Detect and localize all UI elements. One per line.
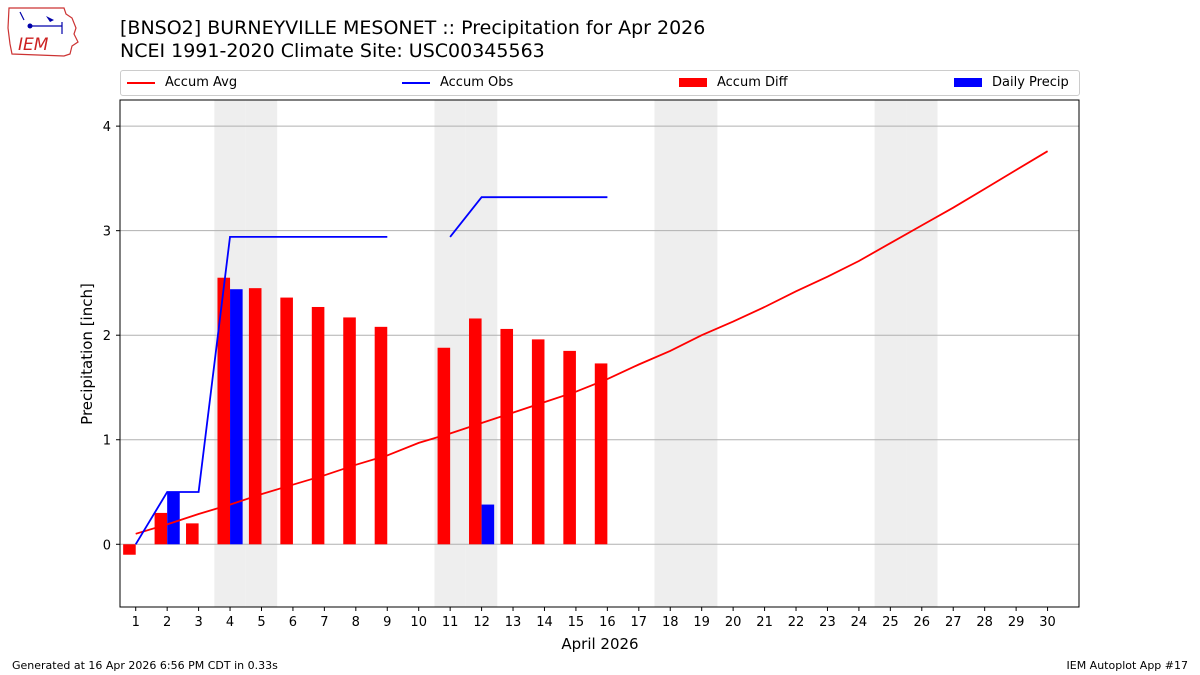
accum-obs-line-segment-1 — [449, 196, 608, 238]
legend-accum-avg-label: Accum Avg — [165, 75, 238, 90]
chart-title: [BNSO2] BURNEYVILLE MESONET :: Precipita… — [120, 17, 706, 39]
accum-diff-bar-3 — [186, 523, 199, 545]
accum-diff-bar-4 — [217, 277, 231, 545]
x-tick-label-27: 27 — [945, 615, 962, 630]
daily-precip-bar-12 — [481, 504, 495, 545]
daily-precip-bar-4 — [230, 289, 243, 545]
accum-diff-bar-1 — [123, 544, 136, 555]
x-tick-label-23: 23 — [819, 615, 836, 630]
accum-diff-bar-7 — [311, 306, 325, 545]
x-tick-label-29: 29 — [1008, 615, 1025, 630]
x-axis-label: April 2026 — [561, 635, 638, 653]
accum-diff-bar-15 — [563, 350, 576, 545]
legend-accum-diff-swatch — [679, 78, 707, 87]
footer-generated: Generated at 16 Apr 2026 6:56 PM CDT in … — [12, 659, 278, 672]
legend: Accum Avg Accum Obs Accum Diff Daily Pre… — [120, 70, 1080, 96]
x-tick-label-9: 9 — [383, 615, 391, 630]
logo-text: IEM — [18, 35, 49, 55]
weekend-band-19 — [685, 100, 718, 607]
x-tick-label-13: 13 — [505, 615, 522, 630]
chart-subtitle: NCEI 1991-2020 Climate Site: USC00345563 — [120, 40, 545, 62]
x-tick-label-16: 16 — [599, 615, 616, 630]
accum-avg-line-segment-0 — [135, 150, 1049, 535]
accum-diff-bar-12 — [469, 318, 482, 545]
y-tick-label-3: 3 — [103, 225, 111, 240]
x-tick-label-18: 18 — [662, 615, 679, 630]
accum-diff-bar-11 — [437, 347, 451, 545]
legend-accum-obs-swatch — [402, 81, 430, 84]
x-tick-label-22: 22 — [788, 615, 805, 630]
legend-accum-obs: Accum Obs — [402, 75, 513, 90]
x-tick-label-24: 24 — [851, 615, 868, 630]
x-tick-label-10: 10 — [410, 615, 427, 630]
y-tick-label-2: 2 — [103, 329, 111, 344]
accum-diff-bar-9 — [374, 326, 388, 545]
y-tick-label-4: 4 — [103, 120, 111, 135]
legend-daily-precip: Daily Precip — [954, 75, 1069, 90]
legend-accum-avg: Accum Avg — [127, 75, 237, 90]
x-tick-label-20: 20 — [725, 615, 742, 630]
x-tick-label-8: 8 — [352, 615, 360, 630]
lines — [134, 150, 1049, 545]
bars — [123, 277, 608, 555]
legend-daily-precip-swatch — [954, 78, 982, 87]
x-axis: 1 2 3 4 5 6 7 8 9 10 11 12 13 14 15 16 17 18 19 20 21 22 23 24 2… — [132, 607, 1056, 630]
accum-obs-line-segment-0 — [134, 235, 388, 545]
x-tick-label-26: 26 — [914, 615, 931, 630]
x-tick-label-11: 11 — [442, 615, 459, 630]
x-tick-label-28: 28 — [976, 615, 993, 630]
iowa-state-logo-icon: IEM — [7, 7, 79, 57]
y-axis-label: Precipitation [inch] — [78, 283, 96, 425]
x-tick-label-5: 5 — [257, 615, 265, 630]
weekend-band-26 — [906, 100, 938, 607]
legend-daily-precip-label: Daily Precip — [992, 75, 1069, 90]
y-tick-label-0: 0 — [103, 538, 111, 553]
footer-app: IEM Autoplot App #17 — [1066, 659, 1189, 672]
x-tick-label-1: 1 — [132, 615, 140, 630]
x-tick-label-2: 2 — [163, 615, 171, 630]
y-tick-label-1: 1 — [103, 434, 111, 449]
accum-diff-bar-13 — [500, 328, 514, 545]
legend-accum-diff-label: Accum Diff — [717, 75, 788, 90]
x-tick-label-14: 14 — [536, 615, 553, 630]
accum-diff-bar-2 — [154, 512, 168, 545]
y-axis: 0 1 2 3 4 — [103, 120, 120, 553]
x-tick-label-4: 4 — [226, 615, 234, 630]
x-tick-label-25: 25 — [882, 615, 899, 630]
x-tick-label-7: 7 — [320, 615, 328, 630]
weekend-band-18 — [654, 100, 686, 607]
iem-logo: IEM — [6, 4, 82, 64]
legend-accum-avg-swatch — [127, 81, 155, 84]
legend-accum-obs-label: Accum Obs — [440, 75, 514, 90]
daily-precip-bar-2 — [167, 492, 180, 545]
accum-diff-bar-16 — [594, 363, 608, 545]
x-tick-label-19: 19 — [693, 615, 710, 630]
plot-frame — [119, 99, 1080, 608]
accum-diff-bar-5 — [248, 288, 262, 545]
legend-accum-diff: Accum Diff — [679, 75, 788, 90]
x-tick-label-3: 3 — [194, 615, 202, 630]
x-tick-label-17: 17 — [631, 615, 648, 630]
accum-diff-bar-6 — [280, 297, 293, 545]
x-tick-label-30: 30 — [1039, 615, 1056, 630]
accum-diff-bar-14 — [531, 339, 545, 545]
weekend-band-25 — [874, 100, 907, 607]
x-tick-label-12: 12 — [473, 615, 490, 630]
x-tick-label-6: 6 — [289, 615, 297, 630]
x-tick-label-15: 15 — [568, 615, 585, 630]
x-tick-label-21: 21 — [756, 615, 773, 630]
accum-diff-bar-8 — [343, 317, 356, 545]
